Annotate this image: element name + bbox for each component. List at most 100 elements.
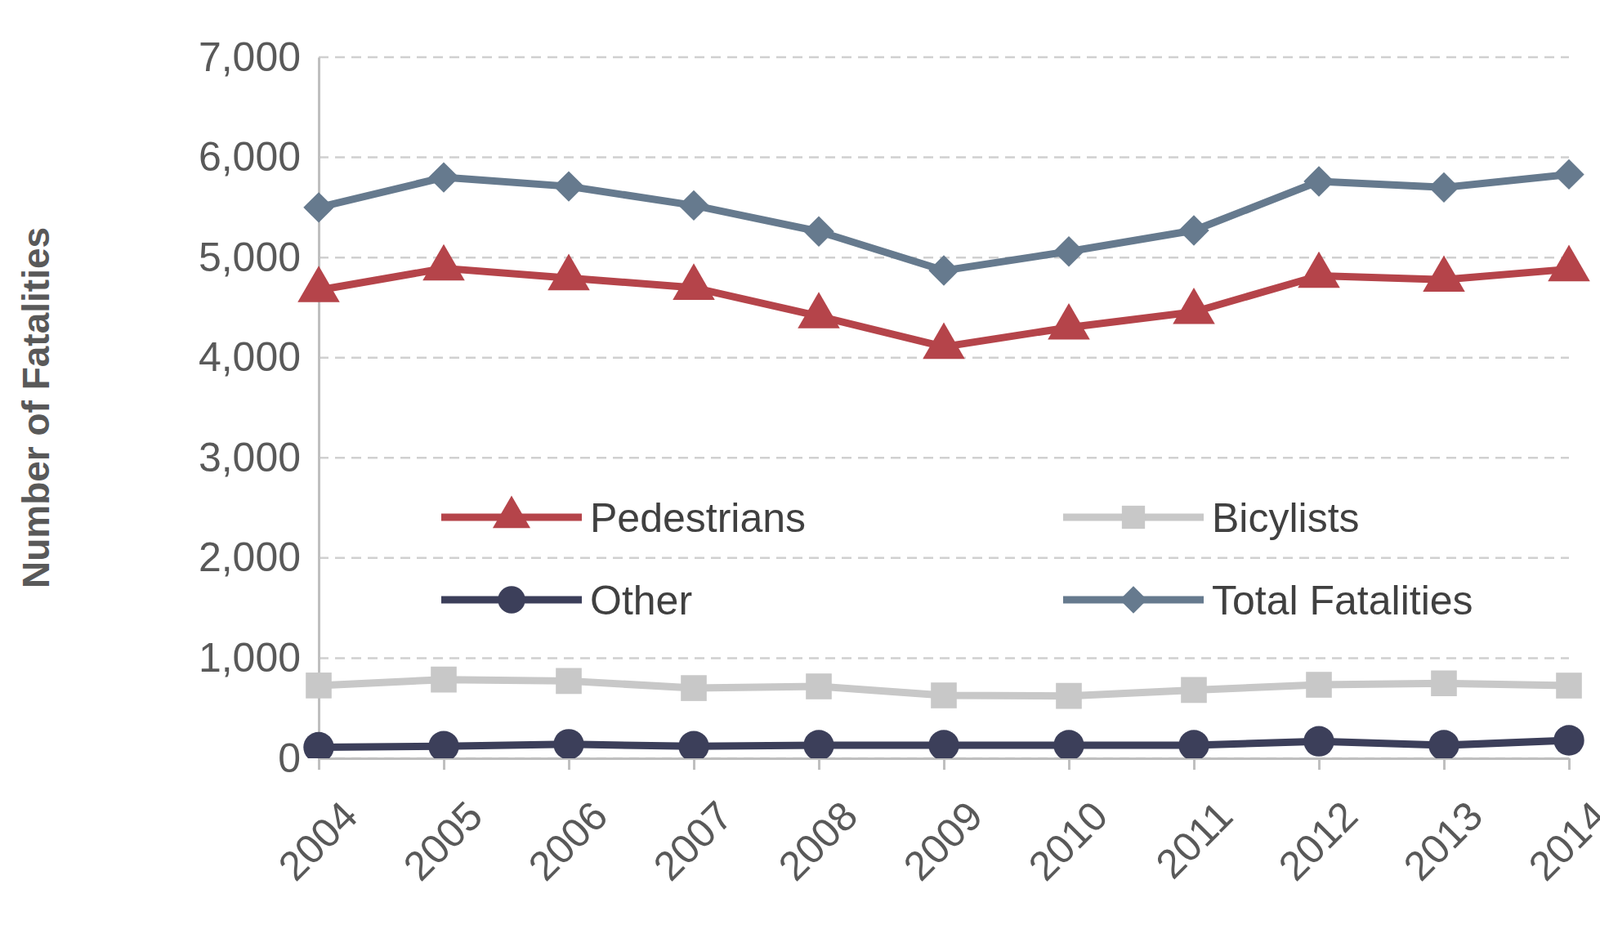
- marker: [803, 729, 834, 759]
- series: [305, 666, 1583, 710]
- series: [297, 244, 1591, 360]
- marker: [428, 731, 459, 759]
- legend-item: Bicylists: [1063, 495, 1360, 541]
- plot-area: [297, 159, 1591, 759]
- y-tick-label: 7,000: [198, 34, 301, 81]
- y-tick-label: 5,000: [198, 234, 301, 281]
- x-tick-mark: [442, 758, 446, 770]
- y-axis-title: Number of Fatalities: [14, 227, 58, 589]
- marker: [1178, 729, 1209, 759]
- grid-line: [318, 56, 1569, 59]
- y-tick: 1,000: [198, 634, 319, 681]
- marker: [305, 672, 332, 699]
- x-tick: 2004: [269, 758, 367, 890]
- marker: [930, 682, 957, 709]
- marker: [1178, 214, 1209, 246]
- legend-item: Other: [441, 577, 693, 624]
- y-tick: 2,000: [198, 534, 319, 581]
- marker: [1428, 172, 1459, 203]
- x-tick-mark: [692, 758, 696, 770]
- legend-marker: [1119, 585, 1147, 613]
- y-tick-label: 2,000: [198, 534, 301, 581]
- y-tick-label: 3,000: [198, 434, 301, 481]
- marker: [928, 254, 959, 286]
- legend-marker: [1121, 505, 1145, 529]
- legend-label: Other: [589, 577, 693, 624]
- x-tick-mark: [1068, 758, 1071, 770]
- marker: [805, 673, 832, 700]
- x-tick-mark: [1568, 758, 1571, 770]
- x-tick-label: 2007: [644, 792, 742, 890]
- marker: [797, 291, 841, 329]
- y-tick: 4,000: [198, 334, 319, 380]
- x-tick-mark: [817, 758, 821, 770]
- marker: [803, 216, 834, 247]
- marker: [1430, 670, 1457, 697]
- marker: [928, 729, 959, 759]
- x-tick-mark: [1193, 758, 1196, 770]
- x-tick-label: 2013: [1394, 792, 1492, 890]
- marker: [1553, 724, 1584, 756]
- legend-label: Total Fatalities: [1211, 577, 1474, 624]
- y-tick: 3,000: [198, 434, 319, 481]
- marker: [680, 674, 707, 702]
- legend-label: Pedestrians: [589, 495, 806, 541]
- marker: [1172, 287, 1216, 325]
- x-tick-mark: [1318, 758, 1321, 770]
- legend-marker: [492, 495, 531, 528]
- grid: [318, 57, 1569, 759]
- x-tick: 2010: [1019, 758, 1117, 890]
- marker: [678, 190, 709, 221]
- marker: [922, 322, 966, 360]
- x-tick: 2012: [1269, 758, 1367, 890]
- marker: [1053, 236, 1084, 267]
- x-tick: 2014: [1519, 758, 1600, 890]
- marker: [1053, 729, 1084, 759]
- marker: [303, 192, 334, 223]
- y-tick: 6,000: [198, 134, 319, 180]
- x-tick-mark: [317, 758, 321, 770]
- legend: Pedestrians Bicylists Other Total Fatalitie…: [441, 495, 1474, 624]
- x-tick-label: 2005: [394, 792, 492, 890]
- chart: 01,0002,0003,0004,0005,0006,0007,0002004…: [0, 0, 1600, 925]
- x-tick-mark: [1443, 758, 1446, 770]
- x-tick: 2006: [519, 758, 617, 890]
- x-tick: 2013: [1394, 758, 1492, 890]
- marker: [672, 263, 716, 300]
- x-tick-label: 2006: [519, 792, 617, 890]
- marker: [553, 728, 584, 759]
- marker: [553, 170, 584, 202]
- x-tick: 2011: [1147, 758, 1243, 888]
- series: [303, 724, 1584, 759]
- x-tick-label: 2004: [269, 792, 367, 890]
- grid-line: [318, 156, 1569, 159]
- marker: [1305, 671, 1332, 698]
- marker: [1303, 725, 1334, 756]
- x-tick-label: 2010: [1019, 792, 1117, 890]
- marker: [1553, 159, 1584, 190]
- x-tick-label: 2008: [769, 792, 867, 890]
- marker: [555, 668, 582, 695]
- marker: [422, 244, 465, 282]
- marker: [430, 666, 457, 693]
- grid-line: [318, 456, 1569, 460]
- x-tick: 2008: [769, 758, 867, 890]
- grid-line: [318, 656, 1569, 660]
- x-tick: 2007: [644, 758, 742, 890]
- marker: [1055, 683, 1082, 710]
- y-tick-label: 6,000: [198, 134, 301, 180]
- y-axis-line: [317, 58, 321, 760]
- x-tick-label: 2011: [1147, 792, 1243, 888]
- y-axis: 01,0002,0003,0004,0005,0006,0007,000: [198, 34, 320, 782]
- x-tick: 2005: [394, 758, 492, 890]
- y-tick: 5,000: [198, 234, 319, 281]
- marker: [1180, 677, 1207, 704]
- legend-item: Total Fatalities: [1063, 577, 1474, 624]
- marker: [1303, 165, 1334, 197]
- y-tick: 7,000: [198, 34, 319, 81]
- marker: [1047, 303, 1091, 340]
- grid-line: [318, 557, 1569, 560]
- marker: [1547, 245, 1591, 282]
- marker: [1297, 251, 1341, 289]
- marker: [1555, 672, 1583, 699]
